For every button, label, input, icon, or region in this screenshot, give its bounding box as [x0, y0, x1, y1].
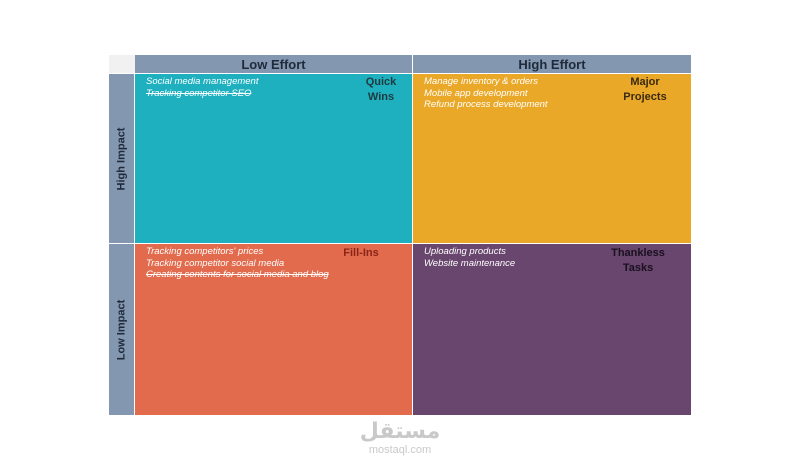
quadrant-title-quick-wins: Quick Wins	[351, 75, 411, 105]
watermark-url: mostaql.com	[368, 444, 432, 456]
task-item: Social media management	[146, 76, 259, 87]
task-list-major-projects: Manage inventory & orders Mobile app dev…	[424, 76, 548, 111]
matrix-corner	[109, 55, 135, 73]
quadrant-title-line: Projects	[623, 91, 667, 103]
quadrant-title-line: Wins	[367, 91, 395, 103]
task-item: Website maintenance	[424, 257, 516, 269]
quadrant-title-major-projects: Major Projects	[609, 75, 681, 105]
quadrant-title-line: Major	[630, 76, 660, 88]
task-item: Mobile app development	[424, 87, 528, 99]
task-item: Manage inventory & orders	[424, 76, 539, 87]
task-item: Uploading products	[424, 246, 506, 257]
column-header-high-effort: High Effort	[413, 55, 691, 73]
task-list-fill-ins: Tracking competitors' prices Tracking co…	[146, 246, 329, 281]
quadrant-quick-wins: Social media management Tracking competi…	[135, 74, 412, 243]
row-header-high-impact: High Impact	[109, 74, 134, 243]
task-item-completed: Tracking competitor SEO	[146, 87, 252, 99]
task-item: Tracking competitors' prices	[146, 246, 264, 257]
row-label-high-impact: High Impact	[115, 127, 128, 190]
watermark-logo: مستقل	[359, 419, 441, 444]
quadrant-title-line: Quick	[365, 76, 397, 88]
row-label-low-impact: Low Impact	[115, 299, 128, 360]
task-item-completed: Creating contents for social media and b…	[146, 269, 329, 280]
quadrant-title-line: Thankless	[611, 247, 665, 259]
column-label-low-effort: Low Effort	[241, 56, 306, 72]
task-item: Refund process development	[424, 99, 548, 110]
priority-matrix: Low Effort High Effort High Impact Low I…	[109, 55, 691, 415]
task-item: Tracking competitor social media	[146, 257, 285, 269]
task-list-quick-wins: Social media management Tracking competi…	[146, 76, 258, 99]
quadrant-thankless-tasks: Uploading products Website maintenance T…	[413, 244, 691, 415]
task-list-thankless-tasks: Uploading products Website maintenance	[424, 246, 515, 269]
watermark: مستقل mostaql.com	[340, 420, 460, 457]
quadrant-title-fill-ins: Fill-Ins	[331, 246, 391, 261]
quadrant-title-line: Tasks	[622, 262, 654, 274]
quadrant-major-projects: Manage inventory & orders Mobile app dev…	[413, 74, 691, 243]
quadrant-fill-ins: Tracking competitors' prices Tracking co…	[135, 244, 412, 415]
column-header-low-effort: Low Effort	[135, 55, 412, 73]
column-label-high-effort: High Effort	[518, 56, 586, 72]
quadrant-title-thankless-tasks: Thankless Tasks	[595, 246, 681, 276]
row-header-low-impact: Low Impact	[109, 244, 134, 415]
quadrant-title-line: Fill-Ins	[343, 247, 379, 259]
